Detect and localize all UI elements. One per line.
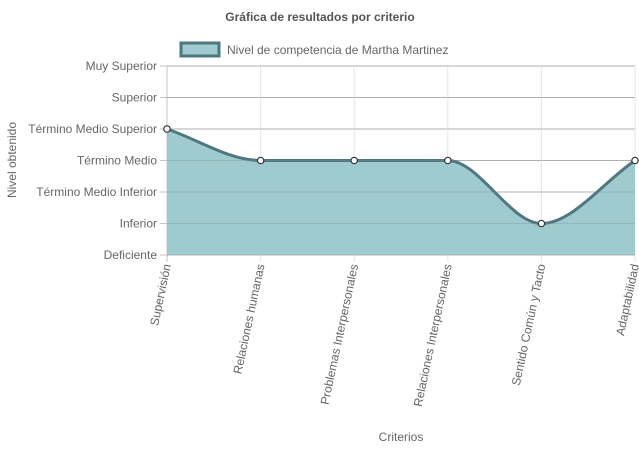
y-tick-label: Deficiente: [104, 248, 158, 262]
data-point[interactable]: [256, 156, 265, 165]
y-tick-label: Término Medio Superior: [28, 122, 157, 136]
legend[interactable]: Nivel de competencia de Martha Martinez: [179, 41, 448, 58]
y-tick-label: Superior: [112, 91, 157, 105]
series-area: [166, 65, 636, 256]
y-tick-label: Término Medio Inferior: [36, 185, 157, 199]
y-tick-label: Término Medio: [77, 154, 157, 168]
y-tick-label: Muy Superior: [86, 59, 157, 73]
x-tick-label: Relaciones humanas: [231, 263, 268, 376]
legend-label: Nivel de competencia de Martha Martinez: [227, 43, 448, 57]
series-line: [166, 127, 636, 226]
data-point[interactable]: [163, 125, 171, 133]
x-tick-label: Relaciones Interpersonales: [411, 263, 455, 408]
x-axis-ticks: Supervisión Relaciones humanas Problemas I…: [147, 262, 639, 407]
data-point[interactable]: [443, 156, 452, 165]
data-points[interactable]: [163, 125, 639, 228]
y-axis-title: Nivel obtenido: [5, 122, 19, 198]
chart-title: Gráfica de resultados por criterio: [225, 10, 414, 24]
data-point[interactable]: [631, 156, 639, 165]
data-point[interactable]: [537, 219, 546, 228]
y-tick-label: Inferior: [120, 217, 157, 231]
y-axis-ticks: Deficiente Inferior Término Medio Inferior…: [28, 59, 157, 262]
x-tick-label: Supervisión: [147, 263, 174, 327]
x-axis-title: Criterios: [379, 430, 424, 444]
x-tick-label: Adaptabilidad: [613, 263, 639, 337]
legend-swatch: [179, 41, 221, 58]
x-tick-label: Sentido Común y Tacto: [509, 262, 549, 386]
data-point[interactable]: [350, 156, 359, 165]
x-tick-label: Problemas Interpersonales: [318, 263, 362, 406]
